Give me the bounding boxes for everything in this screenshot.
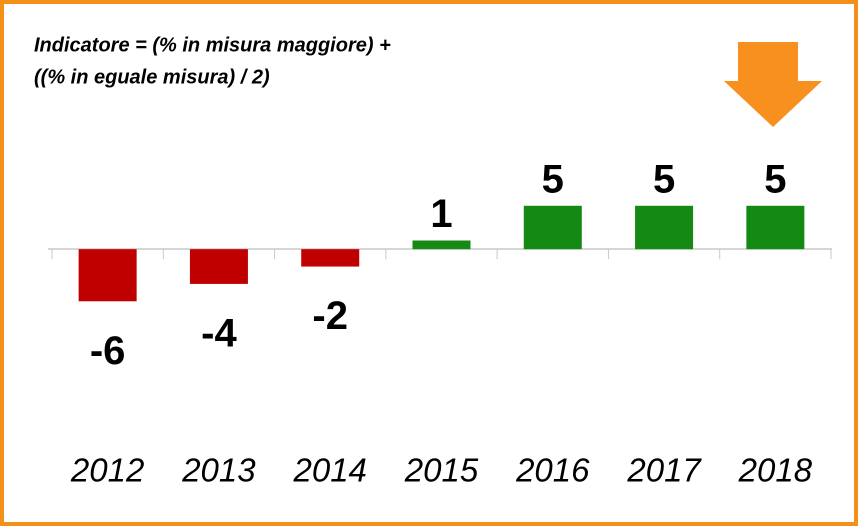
value-label: -4 <box>201 311 237 355</box>
annotation-line: ((% in eguale misura) / 2) <box>34 66 270 88</box>
x-tick-label: 2013 <box>181 452 256 489</box>
arrow-head <box>724 81 822 127</box>
x-tick-label: 2017 <box>626 452 702 489</box>
bar <box>301 249 360 267</box>
value-label: 5 <box>764 157 786 201</box>
x-tick-label: 2015 <box>404 452 479 489</box>
x-tick-label: 2016 <box>515 452 590 489</box>
x-tick-label: 2012 <box>70 452 144 489</box>
value-label: 5 <box>653 157 675 201</box>
bar <box>523 205 582 250</box>
value-label: 1 <box>430 192 452 236</box>
arrow-shaft <box>738 42 798 82</box>
value-label: -6 <box>90 329 126 373</box>
bar <box>746 205 805 250</box>
value-label: -2 <box>312 294 348 338</box>
x-tick-label: 2018 <box>738 452 813 489</box>
x-tick-label: 2014 <box>293 452 367 489</box>
annotation-line: Indicatore = (% in misura maggiore) + <box>34 34 391 56</box>
arrow <box>724 42 822 127</box>
bar <box>635 205 694 250</box>
bar <box>189 249 248 284</box>
bar <box>78 249 137 302</box>
value-label: 5 <box>542 157 564 201</box>
bar <box>412 240 471 250</box>
